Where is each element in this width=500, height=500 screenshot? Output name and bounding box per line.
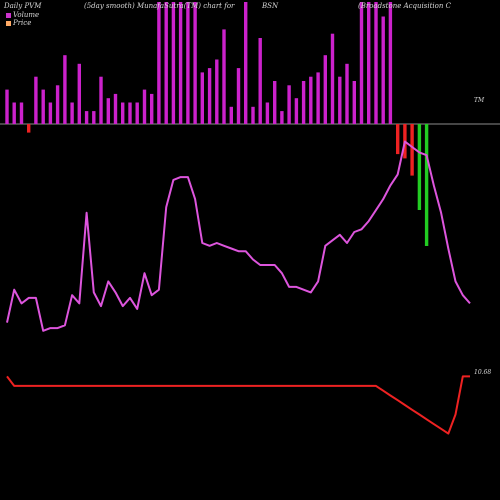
- tm-tag: TM: [474, 97, 485, 104]
- volume-bar: [150, 93, 154, 124]
- volume-bar: [99, 76, 103, 124]
- legend-volume-label: Volume: [13, 11, 40, 19]
- volume-bar: [164, 2, 168, 124]
- price-line: [6, 375, 470, 435]
- volume-bar: [27, 124, 31, 133]
- volume-bar: [12, 102, 16, 124]
- volume-bar: [374, 2, 378, 124]
- volume-bar: [19, 102, 24, 124]
- legend-volume: Volume: [6, 11, 39, 19]
- volume-bar: [34, 76, 38, 124]
- volume-bar: [359, 2, 364, 124]
- volume-bar: [84, 111, 89, 124]
- volume-bar: [128, 102, 132, 124]
- volume-bar: [77, 63, 81, 124]
- volume-bar: [55, 85, 60, 124]
- volume-bar: [41, 89, 45, 124]
- volume-bar: [142, 89, 147, 124]
- volume-bar: [193, 2, 197, 124]
- volume-bar: [157, 2, 161, 124]
- volume-bar: [207, 68, 212, 124]
- volume-bar: [70, 102, 74, 124]
- volume-bars: [5, 2, 429, 246]
- volume-bar: [330, 33, 335, 125]
- volume-bar: [121, 102, 125, 124]
- volume-bar: [352, 81, 356, 124]
- volume-bar: [309, 76, 313, 124]
- volume-bar: [48, 102, 53, 124]
- volume-bar: [258, 38, 262, 124]
- volume-bar: [417, 124, 422, 210]
- volume-bar: [338, 76, 342, 124]
- volume-bar: [229, 106, 233, 124]
- chart-label: Daily PVM: [4, 2, 42, 10]
- volume-bar: [323, 55, 327, 125]
- volume-bar: [178, 2, 183, 124]
- volume-line: [6, 140, 471, 332]
- price-tag: 10.68: [474, 369, 492, 376]
- volume-bar: [388, 2, 393, 124]
- legend-price-label: Price: [13, 19, 32, 27]
- volume-bar: [251, 106, 255, 124]
- price-line-path: [6, 375, 470, 435]
- volume-bar: [186, 2, 190, 124]
- volume-bar: [106, 98, 110, 124]
- company-name: (Broadstone Acquisition C: [358, 2, 451, 10]
- volume-bar: [410, 124, 414, 176]
- volume-bar: [215, 59, 219, 124]
- volume-bar: [5, 89, 9, 124]
- volume-bar: [92, 111, 96, 124]
- chart-subtitle: (5day smooth) MunafaSutra(TM) chart for: [84, 2, 235, 10]
- volume-smooth-line: [6, 140, 471, 332]
- legend-price-swatch: [6, 20, 11, 26]
- volume-bar: [424, 124, 429, 246]
- legend-volume-swatch: [6, 12, 11, 18]
- volume-bar: [301, 81, 306, 124]
- volume-bar: [200, 72, 204, 124]
- volume-bar: [171, 2, 176, 124]
- ticker-symbol: BSN: [262, 2, 279, 10]
- volume-bar: [63, 55, 67, 125]
- volume-bar: [367, 2, 371, 124]
- volume-bar: [345, 63, 349, 124]
- volume-bar: [273, 81, 277, 124]
- volume-bar: [265, 102, 270, 124]
- volume-bar: [244, 2, 248, 124]
- volume-bar: [280, 111, 284, 124]
- volume-bar: [294, 98, 299, 124]
- volume-bar: [396, 124, 400, 155]
- volume-bar: [381, 16, 385, 124]
- volume-bar: [135, 102, 139, 124]
- volume-bar: [287, 85, 291, 124]
- volume-bar: [236, 68, 241, 124]
- volume-bar: [222, 29, 226, 124]
- volume-bar: [113, 93, 118, 124]
- volume-bar: [316, 72, 320, 124]
- legend-price: Price: [6, 19, 31, 27]
